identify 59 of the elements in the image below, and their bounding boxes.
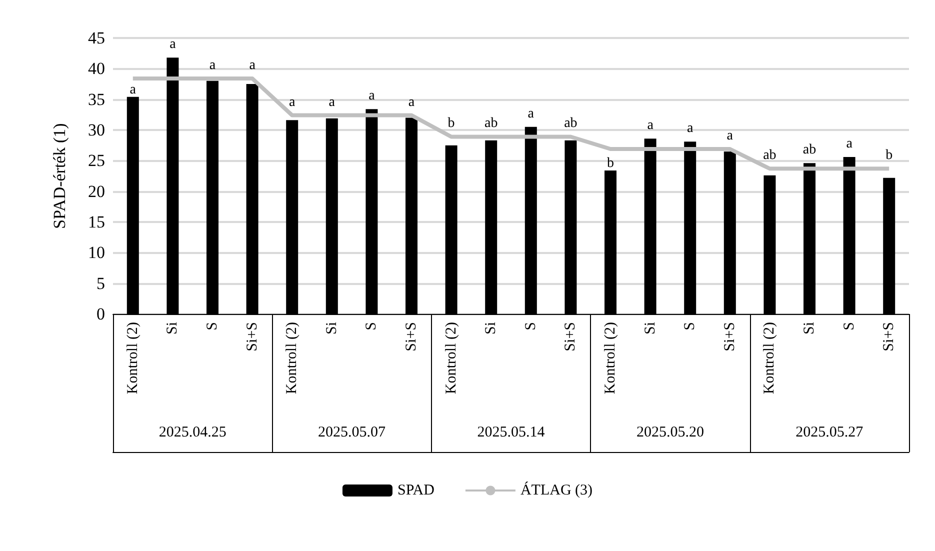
data-label: b — [607, 156, 614, 171]
x-tick-label: Si — [802, 322, 818, 335]
x-tick-label: Kontroll (2) — [284, 322, 300, 394]
x-tick-label: S — [841, 322, 858, 330]
data-label: a — [647, 118, 654, 134]
data-label: a — [726, 128, 734, 144]
x-tick-label: Kontroll (2) — [124, 322, 141, 394]
text: 2025.05.20 — [636, 424, 704, 440]
x-tick-label: Si+S — [562, 322, 579, 352]
y-tick-label: 35 — [88, 90, 105, 109]
data-label: ab — [484, 116, 498, 132]
y-tick-label: 30 — [88, 120, 105, 140]
x-tick-label: Si+S — [404, 322, 420, 352]
x-tick-label: S — [364, 322, 380, 330]
text: 2025.05.27 — [796, 424, 864, 440]
data-label: a — [328, 94, 336, 110]
data-label: a — [408, 94, 416, 110]
y-tick-label: 0 — [96, 304, 105, 324]
data-label: a — [130, 82, 137, 98]
x-tick-label: S — [522, 322, 539, 330]
x-tick-label: Si+S — [722, 322, 738, 352]
data-label: a — [846, 136, 854, 152]
data-label: a — [368, 88, 376, 104]
line-series — [130, 76, 892, 171]
y-tick-label: 25 — [88, 151, 105, 170]
y-tick-label: 15 — [88, 212, 105, 232]
text: 2025.05.07 — [318, 424, 386, 440]
x-tick-label: Si — [642, 322, 658, 335]
x-tick-label: S — [682, 322, 698, 330]
x-tick-label: Kontroll (2) — [762, 322, 778, 394]
data-label: a — [170, 37, 177, 52]
data-label: a — [288, 94, 296, 110]
x-tick-label: Si — [483, 322, 500, 335]
data-label: a — [686, 121, 694, 136]
y-tick-label: 5 — [96, 274, 105, 293]
legend-label: SPAD — [397, 482, 435, 498]
data-label: b — [886, 148, 893, 164]
y-tick-label: 45 — [88, 28, 105, 48]
data-label: a — [209, 58, 216, 73]
text: 2025.04.25 — [158, 424, 226, 440]
x-tick-label: Si — [164, 322, 181, 335]
y-axis-title: SPAD-érték (1) — [50, 123, 69, 229]
data-label: ab — [564, 116, 578, 132]
legend-label: ÁTLAG (3) — [520, 482, 593, 498]
data-label: ab — [802, 142, 816, 158]
data-label: a — [249, 58, 256, 73]
text: 2025.05.14 — [477, 424, 546, 440]
x-tick-label: Si — [324, 322, 340, 335]
data-label: a — [528, 106, 535, 122]
y-tick-label: 40 — [88, 59, 105, 78]
y-tick-label: 10 — [88, 243, 105, 262]
x-tick-label: Si+S — [881, 322, 898, 352]
data-label: b — [448, 116, 455, 132]
x-tick-label: Kontroll (2) — [443, 322, 460, 394]
x-tick-label: Kontroll (2) — [602, 322, 618, 394]
y-tick-label: 20 — [88, 182, 105, 201]
x-tick-label: S — [204, 322, 220, 330]
x-tick-label: Si+S — [244, 322, 260, 352]
data-label: ab — [763, 148, 776, 164]
